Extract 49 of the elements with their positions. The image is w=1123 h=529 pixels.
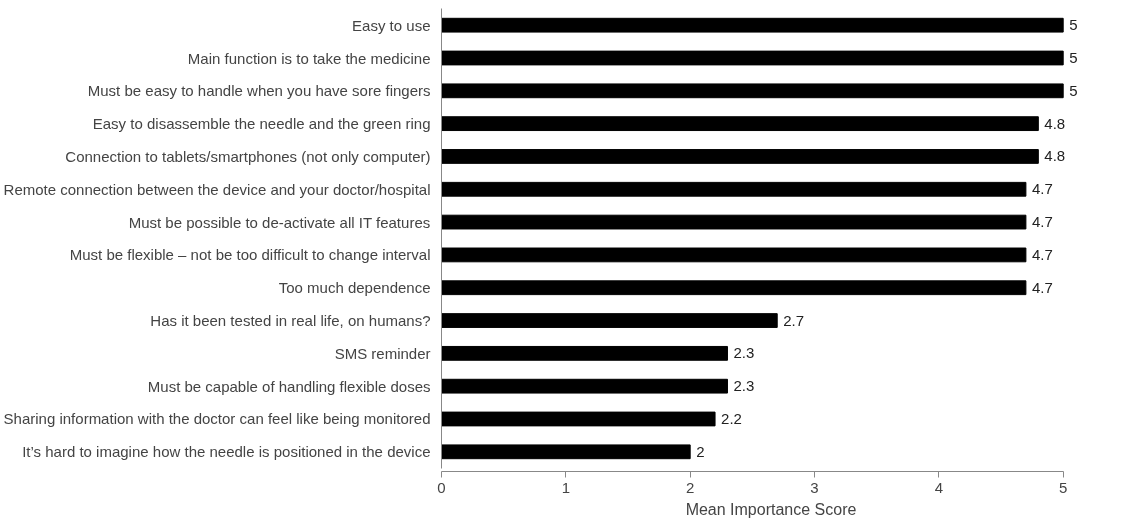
data-label: 4.7 xyxy=(1031,278,1053,296)
y-tick-label: Must be capable of handling flexible doses xyxy=(147,377,431,395)
bar xyxy=(441,247,1027,263)
data-label: 4.8 xyxy=(1044,114,1066,132)
y-tick-label: Too much dependence xyxy=(278,279,431,297)
data-label: 5 xyxy=(1069,81,1078,99)
x-tick-label: 5 xyxy=(1059,478,1068,496)
y-tick-label: Easy to disassemble the needle and the green ring xyxy=(92,115,431,133)
data-label: 2.2 xyxy=(721,409,742,427)
bar xyxy=(441,149,1039,164)
bar xyxy=(441,280,1027,296)
x-tick-label: 4 xyxy=(934,478,944,496)
y-tick-label: Must be possible to de-activate all IT features xyxy=(128,213,431,231)
bar xyxy=(441,214,1027,230)
x-tick-label: 0 xyxy=(437,478,446,496)
bar xyxy=(441,411,716,427)
bar xyxy=(441,116,1039,132)
y-tick-label: Remote connection between the device and your doctor/hospital xyxy=(3,180,431,198)
bar xyxy=(441,345,728,361)
bar xyxy=(441,83,1064,99)
bar xyxy=(441,181,1027,197)
data-label: 4.8 xyxy=(1044,147,1066,165)
data-label: 2.7 xyxy=(783,311,805,329)
bar xyxy=(441,444,691,460)
x-tick-label: 1 xyxy=(561,478,571,496)
data-label: 4.7 xyxy=(1031,180,1053,198)
y-tick-label: Must be flexible – not be too difficult to change interval xyxy=(69,246,431,264)
bar xyxy=(441,378,728,394)
data-label: 4.7 xyxy=(1031,245,1053,263)
data-label: 5 xyxy=(1069,49,1078,67)
x-tick-label: 3 xyxy=(810,478,819,496)
y-tick-label: SMS reminder xyxy=(334,344,431,362)
y-tick-label: Must be easy to handle when you have sore fingers xyxy=(87,82,431,100)
y-tick-label: Main function is to take the medicine xyxy=(187,49,431,67)
x-axis-title: Mean Importance Score xyxy=(685,500,857,518)
y-tick-label: Easy to use xyxy=(352,16,431,34)
data-label: 2.3 xyxy=(733,377,755,395)
bar xyxy=(441,50,1064,66)
data-label: 4.7 xyxy=(1031,213,1053,231)
y-tick-label: Has it been tested in real life, on humans? xyxy=(150,312,431,330)
y-tick-label: Connection to tablets/smartphones (not only computer) xyxy=(65,147,431,165)
y-tick-label: It’s hard to imagine how the needle is positioned in the device xyxy=(22,443,431,461)
y-tick-label: Sharing information with the doctor can feel like being monitored xyxy=(3,410,431,428)
data-label: 5 xyxy=(1069,16,1078,34)
bar xyxy=(441,313,778,328)
x-tick-label: 2 xyxy=(686,478,695,496)
data-label: 2.3 xyxy=(733,344,755,362)
data-label: 2 xyxy=(696,442,705,460)
bar xyxy=(441,17,1064,33)
